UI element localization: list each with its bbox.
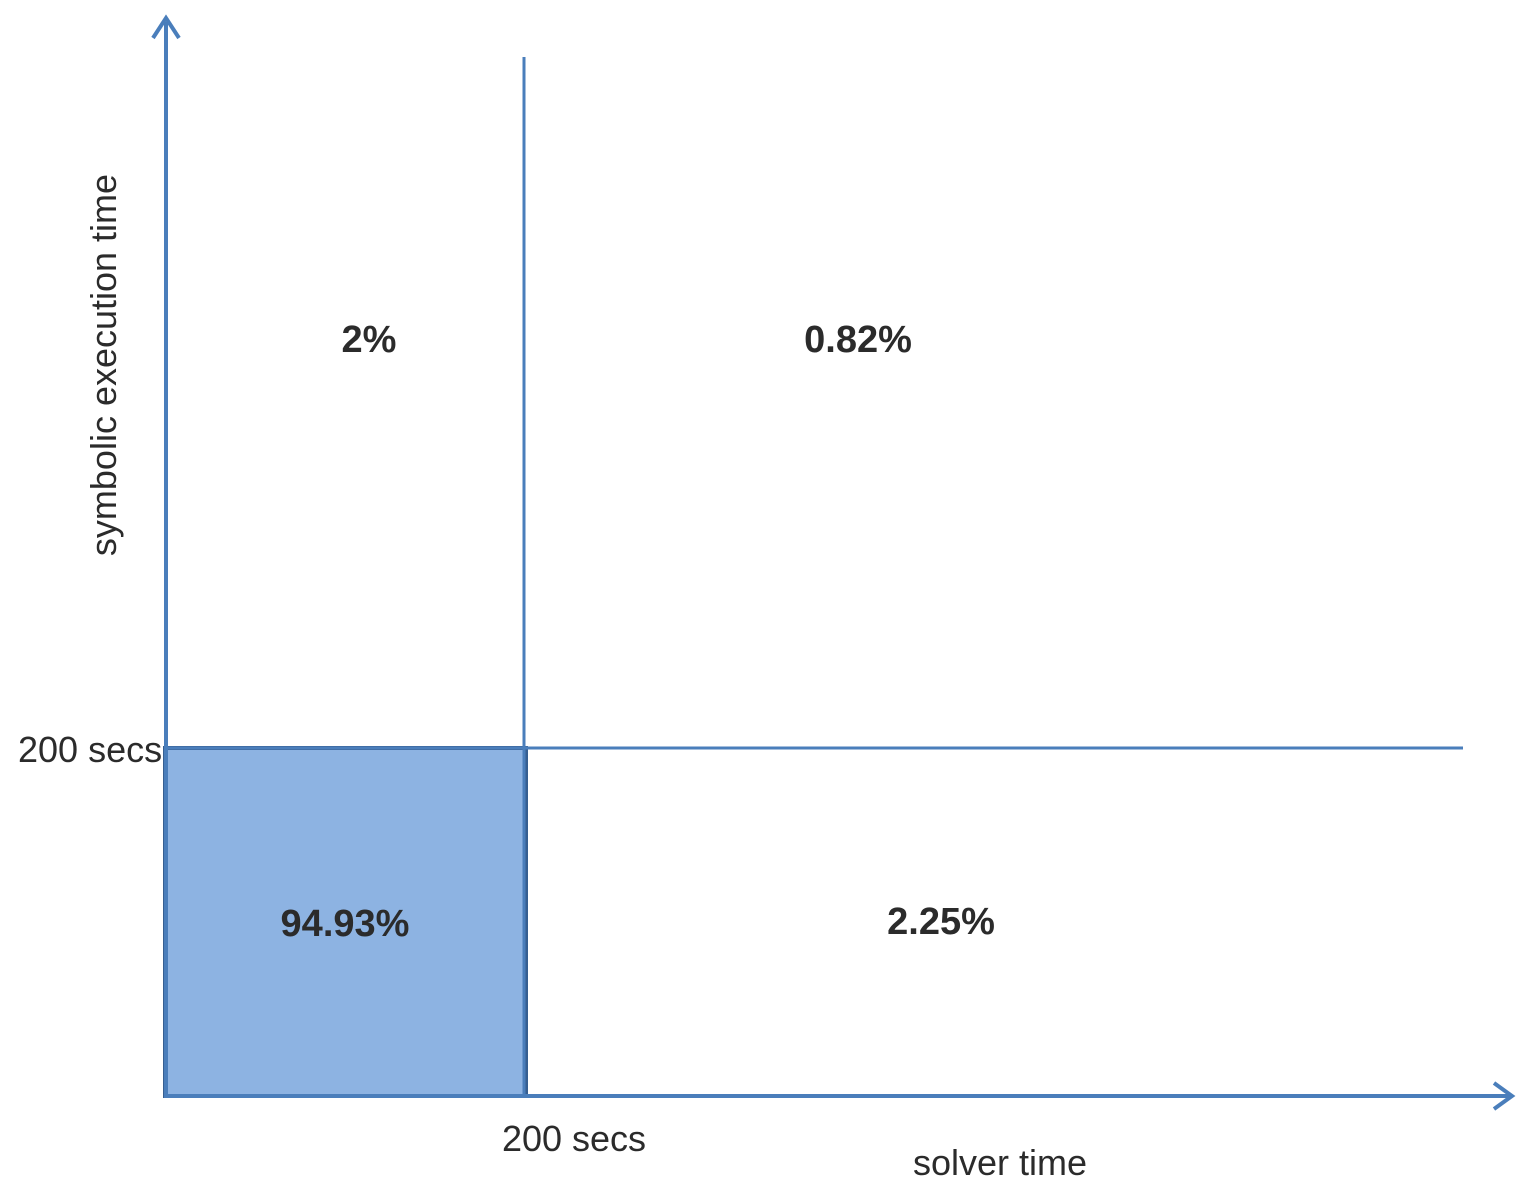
y-axis-label: symbolic execution time <box>83 174 124 556</box>
quadrant-bottom-right-value: 2.25% <box>887 901 995 943</box>
quadrant-bottom-left-value: 94.93% <box>281 903 410 945</box>
quadrant-top-right-value: 0.82% <box>804 319 912 361</box>
quadrant-top-left-value: 2% <box>342 319 397 361</box>
y-axis-arrowhead <box>151 14 181 40</box>
y-threshold-label: 200 secs <box>18 729 162 770</box>
x-axis-label: solver time <box>913 1142 1087 1183</box>
x-threshold-label: 200 secs <box>502 1118 646 1159</box>
x-axis-arrowhead <box>1492 1081 1516 1111</box>
highlight-quadrant-box <box>163 746 528 1098</box>
